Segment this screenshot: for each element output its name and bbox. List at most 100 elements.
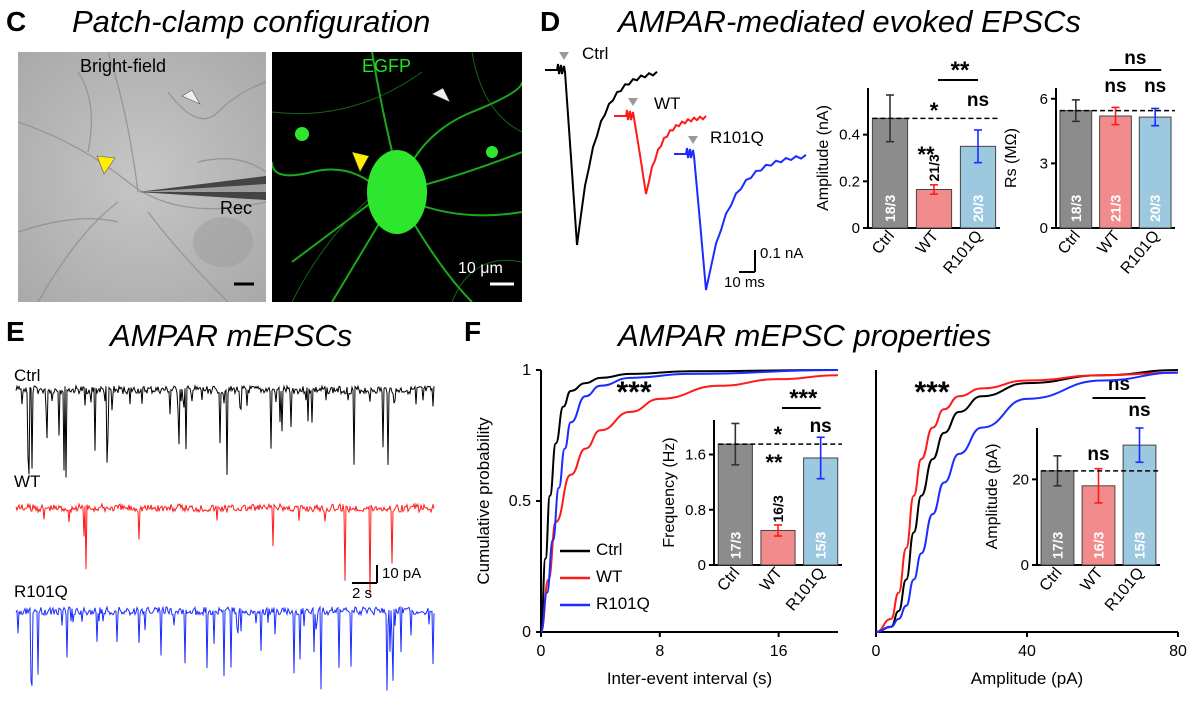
- mepsc-trace-r101q: [15, 605, 435, 691]
- n-label: 15/3: [813, 532, 829, 559]
- stimulus-marker: [559, 52, 569, 60]
- stimulus-marker: [688, 136, 698, 144]
- x-tick-label: R101Q: [940, 228, 986, 278]
- significance-wt: ns: [1104, 76, 1126, 97]
- y-tick-label: 20: [1012, 471, 1029, 488]
- bar-ctrl: [1059, 110, 1093, 229]
- evoked-trace-ctrl: [545, 63, 658, 246]
- x-axis-label: Inter-event interval (s): [607, 669, 772, 688]
- panel-c-title: Patch-clamp configuration: [72, 4, 431, 39]
- panel-d-title: AMPAR-mediated evoked EPSCs: [618, 4, 1081, 39]
- brightfield-image: Bright-field Rec: [18, 52, 266, 302]
- significance-wt-vs-r101q: ns: [1124, 48, 1146, 69]
- y-tick-label: 0.4: [839, 127, 860, 144]
- egfp-image: EGFP 10 μm: [272, 52, 522, 302]
- panel-e-title: AMPAR mEPSCs: [110, 318, 353, 353]
- significance-wt-vs-ctrl: **: [765, 450, 783, 475]
- mepsc-label-wt: WT: [14, 472, 41, 491]
- n-label: 16/3: [770, 495, 786, 522]
- brightfield-drawing: [18, 52, 266, 302]
- significance-r101q: ns: [967, 90, 989, 111]
- y-tick-label: 6: [1040, 91, 1048, 108]
- n-label: 16/3: [1091, 532, 1107, 559]
- x-tick-label: 0: [872, 643, 881, 660]
- x-tick-label: WT: [913, 227, 942, 257]
- significance-r101q: ns: [810, 416, 832, 437]
- x-tick-label: Ctrl: [1055, 228, 1084, 258]
- significance-wt-vs-r101q: ns: [1108, 374, 1130, 395]
- F-amp-cdf-group: 0 40 80 Amplitude (pA) ***: [872, 369, 1187, 688]
- y-tick-label: 0: [1040, 220, 1048, 237]
- legend-ctrl: Ctrl: [596, 540, 623, 559]
- egfp-drawing: [272, 52, 522, 302]
- y-tick-label: 0: [522, 624, 531, 641]
- x-tick-label: Ctrl: [714, 565, 743, 595]
- n-label: 21/3: [1108, 195, 1124, 222]
- panel-letter-d: D: [540, 6, 561, 37]
- panel-f-title: AMPAR mEPSC properties: [618, 318, 992, 353]
- y-axis-label: Amplitude (pA): [984, 444, 1001, 550]
- y-axis-label: Rs (MΩ): [1003, 128, 1020, 188]
- x-tick-label: WT: [1078, 564, 1107, 594]
- mepsc-scale-x-label: 2 s: [352, 585, 373, 602]
- trace-label-wt: WT: [654, 94, 681, 113]
- significance-wt-vs-r101q: **: [951, 57, 970, 84]
- bar-r101q: [1122, 444, 1157, 566]
- x-tick-label: 0: [537, 643, 546, 660]
- y-axis-label: Cumulative probability: [474, 417, 493, 585]
- cdf-line-ctrl: [875, 369, 1179, 633]
- mepsc-scale-y-label: 10 pA: [382, 565, 422, 582]
- cdf-line-wt: [875, 371, 1179, 633]
- trace-label-ctrl: Ctrl: [582, 44, 609, 63]
- n-label: 18/3: [882, 195, 898, 222]
- scale-y-label: 0.1 nA: [760, 245, 804, 262]
- x-tick-label: WT: [1095, 227, 1124, 257]
- rec-label: Rec: [220, 198, 253, 218]
- significance-cdf: ***: [616, 376, 651, 409]
- n-label: 18/3: [1068, 195, 1084, 222]
- x-tick-label: 40: [1018, 643, 1036, 660]
- x-tick-label: R101Q: [1118, 228, 1164, 278]
- n-label: 17/3: [1050, 532, 1066, 559]
- x-tick-label: Ctrl: [1037, 565, 1066, 595]
- y-axis-label: Frequency (Hz): [661, 437, 678, 547]
- evoked-trace-wt: [614, 109, 707, 195]
- cdf-line-r101q: [875, 371, 1179, 633]
- y-tick-label: 1: [522, 362, 531, 379]
- y-tick-label: 0.5: [509, 493, 531, 510]
- scale-bar-label: 10 μm: [458, 260, 503, 277]
- cdf-line-wt: [540, 374, 839, 633]
- y-tick-label: 3: [1040, 155, 1048, 172]
- x-tick-label: R101Q: [783, 565, 829, 615]
- y-tick-label: 0: [698, 557, 706, 574]
- y-tick-label: 0: [1021, 557, 1029, 574]
- y-tick-label: 0.2: [839, 173, 860, 190]
- panel-letter-c: C: [6, 6, 27, 37]
- panel-letter-f: F: [464, 316, 482, 347]
- n-label: 15/3: [1132, 532, 1148, 559]
- significance-ref: *: [930, 98, 939, 123]
- cdf-line-ctrl: [540, 369, 839, 633]
- trace-label-r101q: R101Q: [710, 128, 764, 147]
- mepsc-label-r101q: R101Q: [14, 582, 68, 601]
- legend-wt: WT: [596, 567, 623, 586]
- x-axis-label: Amplitude (pA): [971, 669, 1083, 688]
- x-tick-label: 16: [770, 643, 788, 660]
- mepsc-label-ctrl: Ctrl: [14, 366, 41, 385]
- F-frequency-group: 0 0.8 1.6 17/3 Ctrl 16/3 WT 15/3 R101Q Frequency …: [661, 385, 842, 614]
- cdf-line-r101q: [540, 369, 839, 633]
- evoked-trace-r101q: [674, 147, 807, 291]
- n-label: 17/3: [727, 532, 743, 559]
- stimulus-marker: [628, 98, 638, 106]
- significance-wt-vs-ctrl: **: [917, 142, 935, 167]
- y-axis-label: Amplitude (nA): [815, 105, 832, 211]
- x-tick-label: Ctrl: [869, 228, 898, 258]
- legend-r101q: R101Q: [596, 594, 650, 613]
- x-tick-label: R101Q: [1102, 565, 1148, 615]
- D-amplitude-group: 0 0.2 0.4 18/3 Ctrl 21/3 WT 20/3 R101Q Amplitude …: [815, 57, 1000, 277]
- y-tick-label: 1.6: [685, 447, 706, 464]
